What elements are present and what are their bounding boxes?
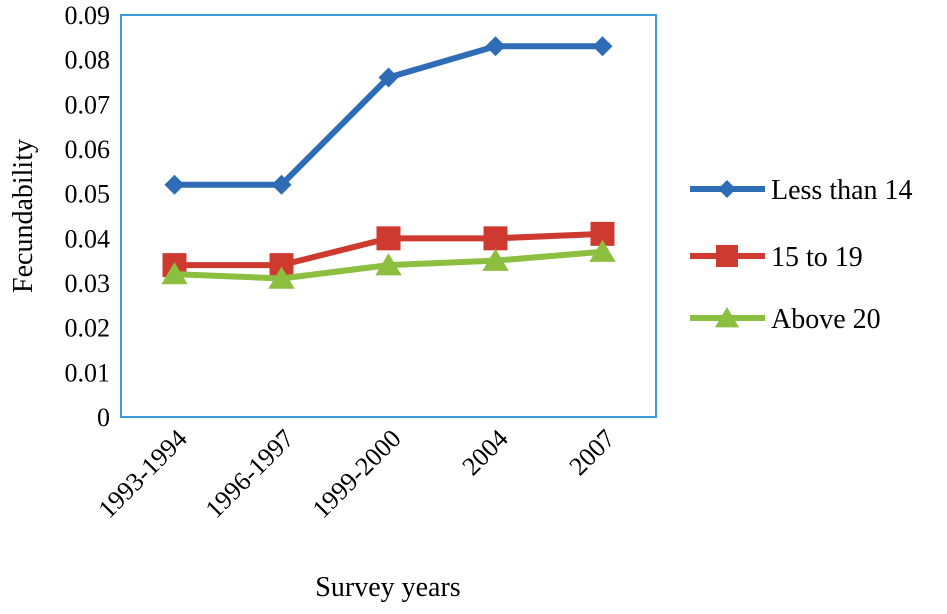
legend-label: 15 to 19 bbox=[771, 242, 863, 273]
y-tick-label: 0.09 bbox=[65, 1, 111, 30]
legend-item: Less than 14 bbox=[690, 175, 913, 206]
x-axis-ticks: 1993-1994 1996-1997 1999-2000 2004 2007 bbox=[93, 424, 621, 524]
data-point bbox=[161, 262, 188, 285]
data-point bbox=[164, 174, 185, 195]
data-point bbox=[376, 226, 401, 251]
legend-marker bbox=[714, 307, 740, 328]
data-point bbox=[268, 266, 295, 289]
y-tick-label: 0.08 bbox=[65, 46, 111, 75]
legend: Less than 14 15 to 19 Above 20 bbox=[690, 175, 913, 335]
y-tick-label: 0.01 bbox=[65, 358, 111, 387]
x-tick-label: 1996-1997 bbox=[200, 424, 300, 524]
series-15-to-19 bbox=[162, 221, 615, 278]
data-point bbox=[592, 36, 613, 57]
legend-item: Above 20 bbox=[690, 304, 881, 335]
y-tick-label: 0.06 bbox=[65, 135, 111, 164]
data-point bbox=[485, 36, 506, 57]
legend-marker bbox=[716, 245, 738, 267]
y-tick-label: 0.07 bbox=[65, 90, 111, 119]
data-point bbox=[378, 67, 399, 88]
data-point bbox=[482, 248, 509, 271]
data-point bbox=[271, 174, 292, 195]
legend-item: 15 to 19 bbox=[690, 242, 863, 273]
x-tick-label: 2004 bbox=[456, 424, 513, 481]
legend-label: Above 20 bbox=[771, 304, 881, 335]
x-tick-label: 1993-1994 bbox=[93, 424, 193, 524]
y-axis-ticks: 0 0.01 0.02 0.03 0.04 0.05 0.06 0.07 0.08 0.09 bbox=[65, 1, 111, 432]
series-line bbox=[174, 43, 603, 188]
y-tick-label: 0 bbox=[97, 403, 110, 432]
legend-marker bbox=[718, 180, 736, 198]
x-tick-label: 2007 bbox=[563, 424, 620, 481]
legend-label: Less than 14 bbox=[771, 175, 913, 206]
series-less-than-14 bbox=[164, 36, 613, 195]
y-tick-label: 0.03 bbox=[65, 269, 111, 298]
data-point bbox=[483, 226, 508, 251]
series-above-20 bbox=[161, 239, 616, 289]
plot-area-border bbox=[120, 14, 657, 418]
y-axis-title: Fecundability bbox=[8, 139, 39, 293]
series-layer bbox=[161, 36, 616, 289]
data-point bbox=[375, 253, 402, 276]
y-tick-label: 0.02 bbox=[65, 314, 111, 343]
y-tick-label: 0.05 bbox=[65, 180, 111, 209]
y-tick-label: 0.04 bbox=[65, 224, 111, 253]
x-tick-label: 1999-2000 bbox=[307, 424, 407, 524]
x-axis-title: Survey years bbox=[315, 572, 460, 603]
data-point bbox=[589, 239, 616, 262]
